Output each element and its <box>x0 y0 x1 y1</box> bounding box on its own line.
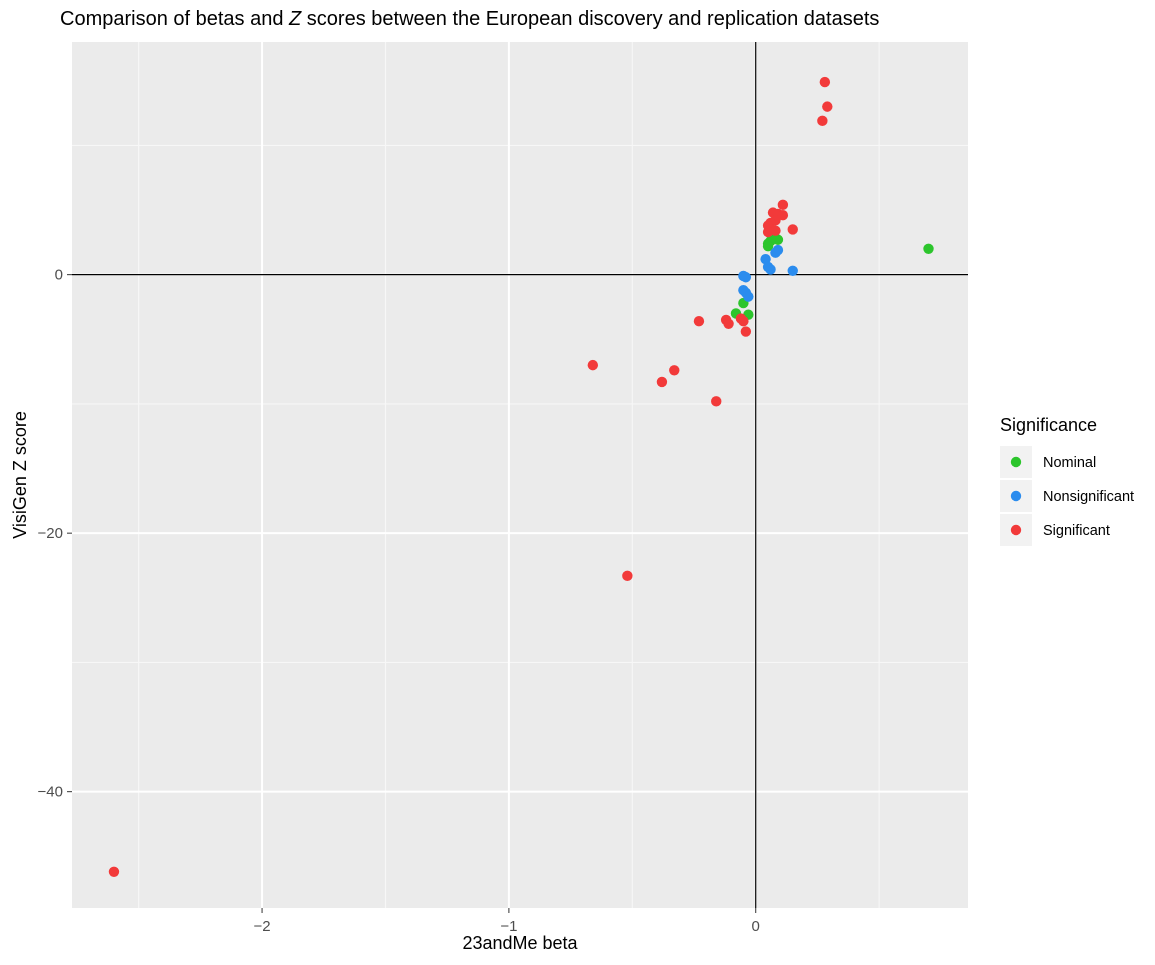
point-significant <box>777 199 789 211</box>
point-significant <box>723 318 734 329</box>
legend-label: Nominal <box>1043 455 1096 471</box>
legend-label: Nonsignificant <box>1043 489 1134 505</box>
point-nominal <box>772 234 784 245</box>
point-nominal <box>762 241 774 252</box>
chart-title: Comparison of betas and Z scores between… <box>60 8 880 30</box>
y-tick-label: −20 <box>38 525 63 542</box>
y-tick-label: 0 <box>55 267 63 284</box>
point-significant <box>693 315 705 327</box>
point-nonsignificant <box>765 264 776 275</box>
legend: Significance Nominal Nonsignificant Signif… <box>1000 415 1134 546</box>
point-significant <box>108 866 120 878</box>
data-points <box>108 76 934 878</box>
point-nonsignificant <box>787 265 798 276</box>
x-tick-label: −1 <box>500 918 517 935</box>
minor-gridlines <box>72 42 968 908</box>
point-significant <box>822 101 833 112</box>
point-nonsignificant <box>743 291 754 302</box>
legend-swatch-nominal <box>1010 456 1022 468</box>
legend-label: Significant <box>1043 523 1110 539</box>
legend-swatch-significant <box>1010 524 1022 536</box>
point-significant <box>740 326 752 337</box>
point-significant <box>738 315 749 327</box>
reference-lines <box>72 42 968 908</box>
legend-title: Significance <box>1000 415 1097 435</box>
x-tick-label: −2 <box>254 918 271 935</box>
y-axis: −40 −20 0 <box>38 267 72 801</box>
y-tick-label: −40 <box>38 784 63 801</box>
point-significant <box>819 76 831 88</box>
point-significant <box>587 359 599 371</box>
point-nonsignificant <box>770 247 781 258</box>
plot-panel <box>72 42 968 908</box>
x-tick-label: 0 <box>752 918 760 935</box>
point-significant <box>817 115 828 127</box>
point-nonsignificant <box>740 272 752 283</box>
point-significant <box>762 226 774 238</box>
point-significant <box>622 570 633 582</box>
point-significant <box>777 210 789 221</box>
point-significant <box>656 376 668 388</box>
point-significant <box>669 365 680 376</box>
x-axis-title: 23andMe beta <box>462 933 578 953</box>
point-significant <box>787 224 798 235</box>
legend-swatch-nonsignificant <box>1010 490 1022 502</box>
point-nominal <box>923 243 934 255</box>
y-axis-title: VisiGen Z score <box>10 411 30 539</box>
point-significant <box>711 396 722 407</box>
x-axis: −2 −1 0 <box>254 908 760 935</box>
